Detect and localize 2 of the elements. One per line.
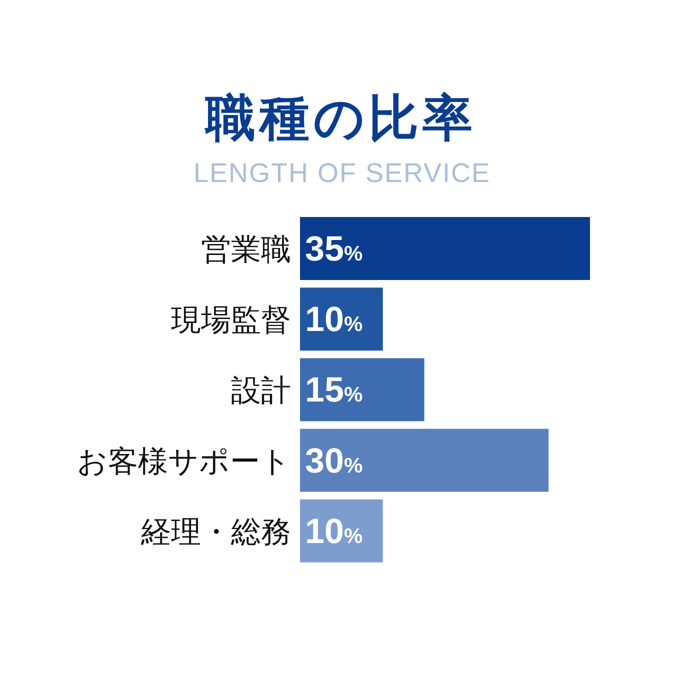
subtitle: LENGTH OF SERVICE	[193, 158, 491, 188]
title: 職種の比率	[206, 90, 476, 146]
